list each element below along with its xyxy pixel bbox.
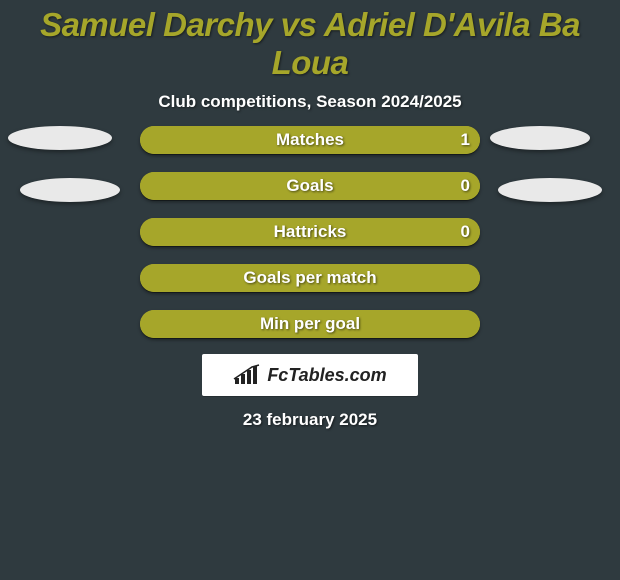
stat-row: Hattricks0	[0, 216, 620, 262]
bar-track	[140, 310, 480, 338]
bar-fill-right	[310, 172, 480, 200]
stat-row: Matches1	[0, 124, 620, 170]
bars-icon	[233, 364, 261, 386]
bar-track	[140, 218, 480, 246]
bar-fill-left	[140, 172, 310, 200]
stat-row: Min per goal	[0, 308, 620, 354]
comparison-card: Samuel Darchy vs Adriel D'Avila Ba Loua …	[0, 0, 620, 580]
bar-track	[140, 126, 480, 154]
bar-fill-right	[310, 310, 480, 338]
bar-track	[140, 264, 480, 292]
bar-fill-left	[140, 264, 310, 292]
logo-text: FcTables.com	[267, 365, 386, 386]
stat-value-right: 0	[461, 172, 470, 200]
subtitle: Club competitions, Season 2024/2025	[0, 92, 620, 112]
bar-fill-left	[140, 126, 225, 154]
stat-row: Goals per match	[0, 262, 620, 308]
bar-fill-left	[140, 218, 310, 246]
bar-fill-right	[225, 126, 480, 154]
stat-rows: Matches1Goals0Hattricks0Goals per matchM…	[0, 124, 620, 354]
stat-value-right: 0	[461, 218, 470, 246]
stat-row: Goals0	[0, 170, 620, 216]
bar-track	[140, 172, 480, 200]
bar-fill-left	[140, 310, 310, 338]
logo-box: FcTables.com	[202, 354, 418, 396]
bar-fill-right	[310, 264, 480, 292]
stat-value-right: 1	[461, 126, 470, 154]
page-title: Samuel Darchy vs Adriel D'Avila Ba Loua	[0, 0, 620, 82]
date-text: 23 february 2025	[0, 410, 620, 430]
bar-fill-right	[310, 218, 480, 246]
